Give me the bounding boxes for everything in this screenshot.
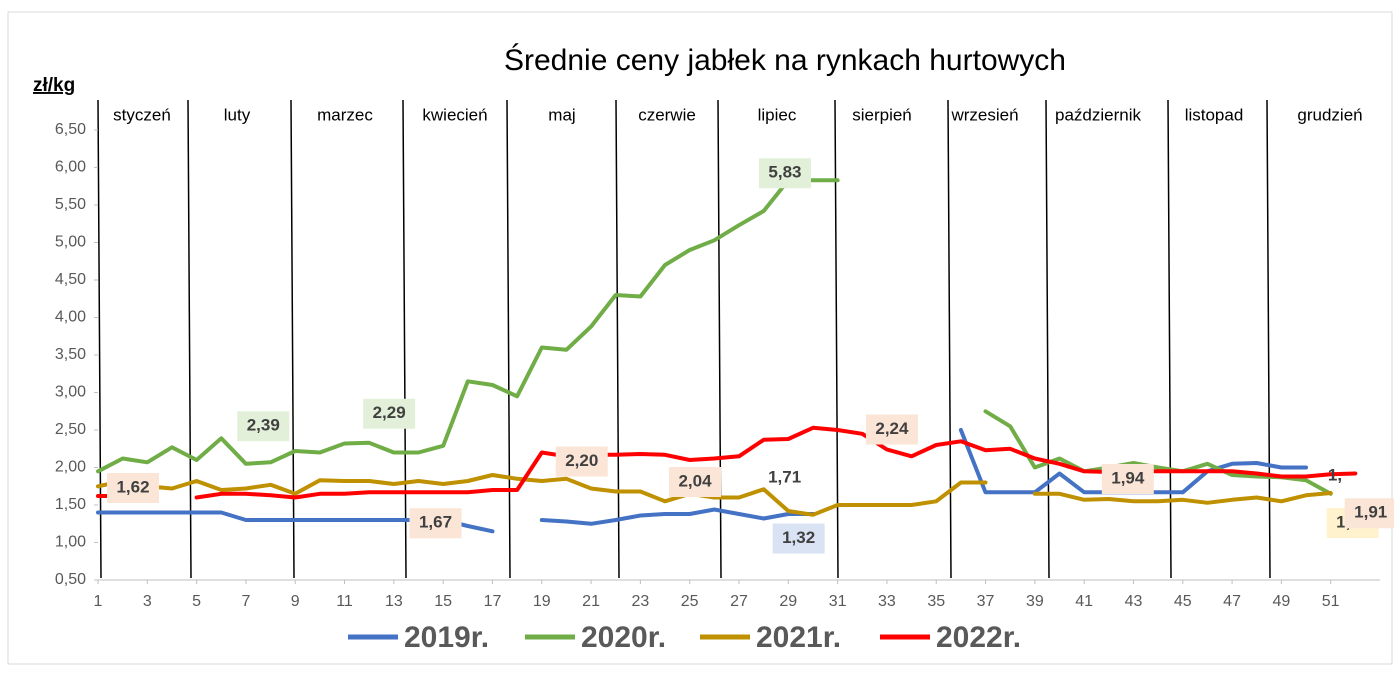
x-tick-label: 33 [878, 593, 896, 610]
y-tick-label: 3,50 [55, 346, 86, 363]
data-label: 2,24 [875, 419, 909, 438]
x-tick-label: 29 [779, 593, 797, 610]
data-label: 1,32 [782, 528, 815, 547]
x-tick-label: 47 [1223, 593, 1241, 610]
data-label-box [107, 473, 159, 503]
data-label-box [1101, 464, 1154, 494]
month-label: czerwie [638, 105, 696, 124]
data-label-box [1344, 498, 1394, 529]
month-label: styczeń [113, 105, 171, 124]
x-tick-label: 17 [484, 593, 502, 610]
legend-label: 2020r. [581, 621, 666, 654]
month-separator [1266, 99, 1271, 579]
month-separator [615, 99, 620, 579]
annotation-box [669, 467, 721, 497]
x-tick-label: 3 [143, 593, 152, 610]
y-tick-label: 1,50 [55, 496, 86, 513]
legend-label: 2022r. [936, 621, 1021, 654]
data-label: 1,67 [419, 513, 452, 532]
x-tick-label: 35 [927, 593, 945, 610]
month-separator [187, 99, 192, 579]
month-label: sierpień [852, 105, 912, 124]
x-tick-label: 15 [434, 593, 452, 610]
chart-title: Średnie ceny jabłek na rynkach hurtowych [504, 43, 1066, 77]
x-tick-label: 5 [192, 593, 201, 610]
month-label: marzec [317, 105, 373, 124]
y-tick-label: 5,00 [55, 234, 86, 251]
data-label: 5,83 [768, 163, 801, 182]
data-label: 1,94 [1111, 468, 1145, 487]
month-separator [1167, 99, 1172, 579]
month-separator [947, 99, 952, 579]
month-label: maj [548, 105, 575, 124]
month-separator [290, 99, 295, 579]
month-label: luty [224, 105, 251, 124]
month-separator [402, 99, 407, 579]
x-tick-label: 51 [1322, 593, 1340, 610]
x-tick-label: 43 [1125, 593, 1143, 610]
y-tick-label: 0,50 [55, 571, 86, 588]
y-tick-label: 3,00 [55, 384, 86, 401]
month-separator [717, 99, 722, 579]
month-label: grudzień [1297, 105, 1362, 124]
y-tick-label: 4,50 [55, 271, 86, 288]
x-tick-label: 25 [681, 593, 699, 610]
annotation: 2,04 [678, 471, 712, 490]
x-tick-label: 11 [336, 593, 353, 610]
y-tick-label: 4,00 [55, 309, 86, 326]
x-tick-label: 23 [631, 593, 649, 610]
data-label: 1,62 [116, 477, 149, 496]
x-tick-label: 27 [730, 593, 748, 610]
month-separator [1045, 99, 1050, 579]
x-tick-label: 45 [1174, 593, 1192, 610]
y-tick-label: 5,50 [55, 196, 86, 213]
x-tick-label: 1 [94, 593, 103, 610]
x-tick-label: 49 [1272, 593, 1290, 610]
x-tick-label: 7 [241, 593, 250, 610]
y-tick-label: 2,00 [55, 459, 86, 476]
month-separator [506, 99, 511, 579]
data-label-box [409, 508, 462, 539]
data-label: 1,91 [1354, 503, 1387, 522]
data-label-box [555, 446, 608, 477]
series-line [96, 473, 1333, 517]
month-label: kwiecień [422, 105, 487, 124]
legend-label: 2021r. [756, 621, 841, 654]
month-label: lipiec [758, 105, 797, 124]
month-separator [97, 99, 102, 579]
y-tick-label: 2,50 [55, 421, 86, 438]
x-tick-label: 13 [385, 593, 403, 610]
x-tick-label: 41 [1075, 593, 1093, 610]
x-tick-label: 37 [977, 593, 995, 610]
data-label-box [865, 414, 918, 445]
series-line [96, 178, 1333, 496]
y-tick-label: 6,00 [55, 159, 86, 176]
annotation: 1, [1328, 465, 1342, 484]
x-tick-label: 31 [829, 593, 847, 610]
legend-label: 2019r. [404, 621, 489, 654]
data-label: 1,71 [768, 468, 801, 487]
data-label-box [363, 398, 416, 429]
data-label-box [237, 411, 290, 442]
y-tick-label: 1,00 [55, 534, 86, 551]
chart-border [7, 11, 1393, 665]
data-label: 2,39 [247, 416, 280, 435]
x-tick-label: 19 [533, 593, 551, 610]
x-tick-label: 39 [1026, 593, 1044, 610]
month-label: listopad [1185, 105, 1244, 124]
x-tick-label: 21 [582, 593, 600, 610]
data-label: 2,20 [565, 451, 598, 470]
data-label-box [772, 523, 825, 554]
y-axis-label: zł/kg [33, 75, 75, 96]
month-label: wrzesień [950, 105, 1018, 124]
y-tick-label: 6,50 [55, 121, 86, 138]
data-label: 2,29 [373, 403, 406, 422]
x-tick-label: 9 [291, 593, 300, 610]
data-label-box [758, 158, 811, 189]
month-label: październik [1055, 105, 1141, 124]
